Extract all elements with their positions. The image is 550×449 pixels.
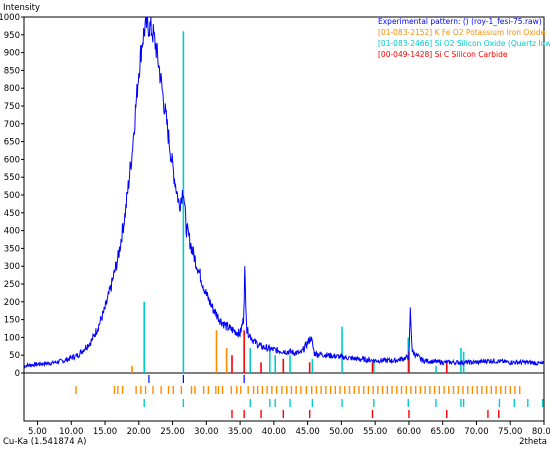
y-axis-title: Intensity [3,3,40,13]
y-tick-label: 450 [4,209,20,219]
legend-entry: Experimental pattern: () (roy-1_fesi-75.… [378,17,542,26]
y-axis-ticks: 0 50 100 150 200 250 300 350 400 450 500 550 600 650 7… [0,13,24,379]
y-tick-label: 500 [4,191,20,201]
y-tick-label: 0 [15,369,20,379]
y-tick-label: 700 [4,120,20,130]
y-tick-label: 100 [4,333,20,343]
y-tick-label: 300 [4,262,20,272]
y-tick-label: 750 [4,102,20,112]
y-tick-label: 550 [4,173,20,183]
y-tick-label: 50 [9,351,20,361]
x-tick-label: 15.00 [93,427,117,437]
y-tick-label: 400 [4,227,20,237]
legend-entry: [01-083-2466] Si O2 Silicon Oxide (Quart… [378,39,550,48]
x-tick-label: 10.00 [59,427,83,437]
x-tick-label: 80.00 [532,427,550,437]
legend: Experimental pattern: () (roy-1_fesi-75.… [378,17,550,59]
x-tick-label: 35.00 [228,427,252,437]
x-tick-label: 75.00 [498,427,522,437]
x-tick-label: 70.00 [464,427,488,437]
y-tick-label: 600 [4,155,20,165]
x-axis-title: 2theta [519,437,547,447]
y-tick-label: 250 [4,280,20,290]
y-tick-label: 800 [4,84,20,94]
x-tick-label: 25.00 [160,427,184,437]
y-tick-label: 900 [4,49,20,59]
reference-tick-marks [75,375,544,418]
x-tick-label: 5.00 [28,427,47,437]
plot-area [23,16,545,374]
x-tick-label: 60.00 [397,427,421,437]
y-tick-label: 850 [4,66,20,76]
y-tick-label: 1000 [0,13,20,23]
x-tick-label: 55.00 [363,427,387,437]
experimental-pattern-line [23,16,545,369]
legend-entry: [00-049-1428] Si C Silicon Carbide [378,50,508,59]
x-tick-label: 65.00 [431,427,455,437]
x-tick-label: 20.00 [127,427,151,437]
x-tick-label: 45.00 [295,427,319,437]
y-tick-label: 150 [4,316,20,326]
y-tick-label: 650 [4,138,20,148]
x-tick-label: 40.00 [262,427,286,437]
y-tick-label: 200 [4,298,20,308]
y-tick-label: 350 [4,244,20,254]
legend-entry: [01-083-2152] K Fe O2 Potassium Iron Oxi… [378,28,546,37]
x-axis-ticks: 5.00 10.00 15.00 20.00 25.00 30.00 35.00 40.00 4… [28,421,550,437]
radiation-label: Cu-Ka (1.541874 A) [3,437,86,447]
reference-peaks [131,31,465,373]
x-tick-label: 50.00 [329,427,353,437]
y-tick-label: 950 [4,31,20,41]
x-tick-label: 30.00 [194,427,218,437]
